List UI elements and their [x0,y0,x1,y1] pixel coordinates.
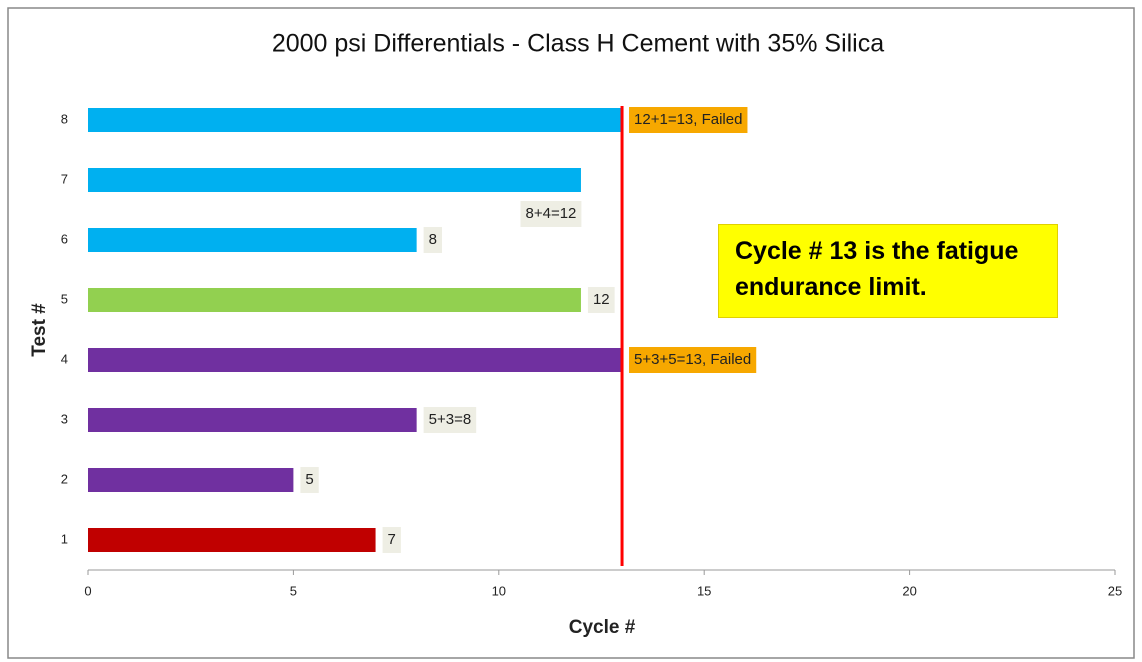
bar [88,228,417,252]
y-tick-label: 4 [61,351,68,366]
chart-border [7,7,1135,659]
y-tick-label: 7 [61,171,68,186]
x-tick-label: 10 [492,583,506,598]
x-tick-label: 15 [697,583,711,598]
bar [88,168,581,192]
bar [88,528,376,552]
bar [88,408,417,432]
value-label: 12 [593,291,610,308]
y-tick-label: 6 [61,231,68,246]
y-axis-label: Test # [29,303,50,357]
value-label-box [520,201,582,227]
value-label: 5+3=8 [429,411,472,428]
bar [88,108,623,132]
x-tick-label: 25 [1108,583,1122,598]
x-tick-label: 0 [84,583,91,598]
value-label-box [629,347,757,373]
value-label: 7 [388,531,396,548]
chart-title: 2000 psi Differentials - Class H Cement … [272,30,884,58]
value-label-box [423,407,477,433]
y-tick-label: 8 [61,111,68,126]
x-axis-label: Cycle # [569,617,636,638]
y-tick-label: 1 [61,531,68,546]
value-label-box [587,287,615,313]
value-label-box [382,527,401,553]
value-label-box [423,227,442,253]
x-tick-label: 20 [902,583,916,598]
value-label: 12+1=13, Failed [634,111,742,128]
value-label-box [300,467,319,493]
bar [88,288,581,312]
value-label-box [629,107,748,133]
annotation: Cycle # 13 is the fatigue endurance limi… [718,224,1058,318]
y-tick-label: 5 [61,291,68,306]
bar [88,348,623,372]
value-label: 8 [429,231,437,248]
bar [88,468,294,492]
y-tick-label: 3 [61,411,68,426]
y-tick-label: 2 [61,471,68,486]
value-label: 5 [305,471,313,488]
value-label: 5+3+5=13, Failed [634,351,751,368]
value-label: 8+4=12 [526,205,577,222]
x-tick-label: 5 [290,583,297,598]
